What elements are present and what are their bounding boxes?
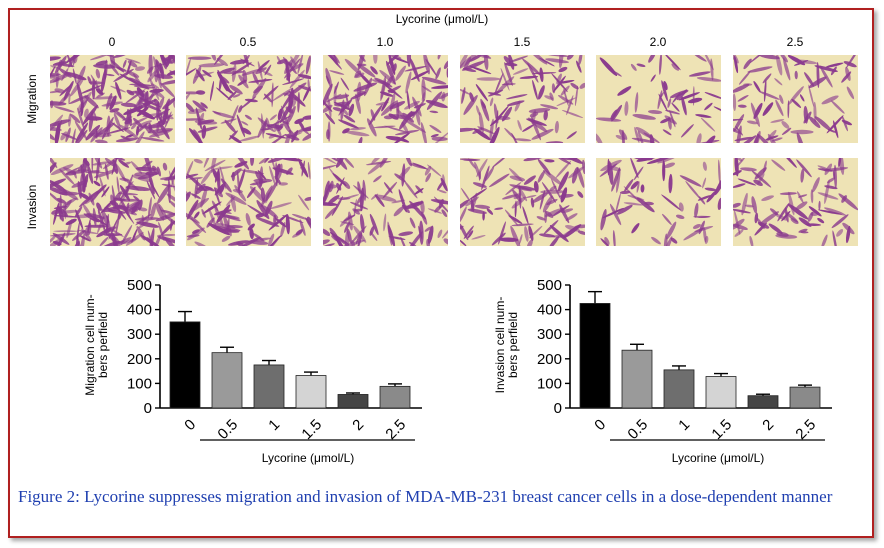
- concentration-label-5: 2.5: [786, 35, 804, 49]
- y-tick-label: 200: [127, 351, 152, 368]
- x-tick-label: 2.5: [382, 416, 409, 443]
- y-tick-label: 200: [537, 351, 562, 368]
- micrograph-migration-1: [186, 55, 311, 143]
- micrograph-migration-3: [460, 55, 585, 143]
- y-axis-label: Invasion cell num-: [493, 297, 507, 394]
- row-label-invasion: Invasion: [25, 184, 39, 230]
- micrograph-migration-0: [50, 55, 175, 143]
- x-tick-label: 0: [591, 416, 609, 434]
- x-tick-label: 2: [759, 416, 777, 434]
- bar-1.5: [705, 376, 737, 409]
- y-tick-label: 300: [127, 326, 152, 343]
- bar-0.5: [211, 352, 243, 409]
- x-tick-label: 2: [349, 416, 367, 434]
- y-tick-label: 400: [537, 302, 562, 319]
- y-tick-label: 300: [537, 326, 562, 343]
- bar-2.5: [379, 385, 411, 409]
- concentration-label-1: 0.5: [239, 35, 257, 49]
- micrograph-migration-2: [323, 55, 448, 143]
- concentration-label-2: 1.0: [376, 35, 394, 49]
- bar-1: [253, 364, 285, 409]
- bar-0: [169, 321, 201, 409]
- micrograph-invasion-1: [186, 158, 311, 246]
- figure-caption: Figure 2: Lycorine suppresses migration …: [18, 487, 833, 506]
- row-label-migration: Migration: [25, 74, 39, 124]
- bar-2: [337, 394, 369, 409]
- concentration-label-3: 1.5: [513, 35, 531, 49]
- bar-0: [579, 303, 611, 409]
- micrograph-migration-5: [733, 55, 858, 143]
- bar-2: [747, 395, 779, 409]
- y-tick-label: 100: [127, 375, 152, 392]
- migration-bar-chart: 0 100 200 300 400 500 0 0.5 1 1.5 2 2.5 Lycorine (μm…: [83, 277, 422, 465]
- y-tick-label: 0: [144, 400, 152, 417]
- micrograph-migration-4: [596, 55, 721, 143]
- concentration-label-4: 2.0: [649, 35, 667, 49]
- micrograph-invasion-4: [596, 158, 721, 246]
- invasion-bar-chart: 0 100 200 300 400 500 0 0.5 1 1.5 2 2.5 Lycorine (μm…: [493, 277, 832, 465]
- x-tick-label: 2.5: [792, 416, 819, 443]
- x-tick-label: 1: [265, 416, 283, 434]
- y-axis-label: Migration cell num-: [83, 294, 97, 395]
- y-tick-label: 500: [537, 277, 562, 294]
- x-tick-label: 0.5: [214, 416, 241, 443]
- bar-2.5: [789, 386, 821, 409]
- micrograph-invasion-2: [323, 158, 448, 246]
- x-axis-label: Lycorine (μmol/L): [262, 451, 355, 465]
- bar-1.5: [295, 375, 327, 409]
- y-tick-label: 0: [554, 400, 562, 417]
- concentration-label-0: 0: [108, 35, 116, 49]
- x-tick-label: 1.5: [708, 416, 735, 443]
- micrograph-invasion-0: [50, 158, 175, 246]
- x-axis-label: Lycorine (μmol/L): [672, 451, 765, 465]
- x-tick-label: 0.5: [624, 416, 651, 443]
- lycorine-header: Lycorine (μmol/L): [395, 12, 489, 26]
- micrograph-invasion-3: [460, 158, 585, 246]
- y-tick-label: 100: [537, 375, 562, 392]
- y-tick-label: 400: [127, 302, 152, 319]
- y-axis-label: bers perfield: [96, 312, 110, 378]
- y-ticks: 0 100 200 300 400 500: [127, 277, 160, 417]
- y-ticks: 0 100 200 300 400 500: [537, 277, 570, 417]
- x-tick-label: 1.5: [298, 416, 325, 443]
- y-tick-label: 500: [127, 277, 152, 294]
- bar-0.5: [621, 349, 653, 409]
- micrograph-invasion-5: [733, 158, 858, 246]
- x-tick-label: 0: [181, 416, 199, 434]
- bar-1: [663, 369, 695, 409]
- x-tick-label: 1: [675, 416, 693, 434]
- y-axis-label: bers perfield: [506, 312, 520, 378]
